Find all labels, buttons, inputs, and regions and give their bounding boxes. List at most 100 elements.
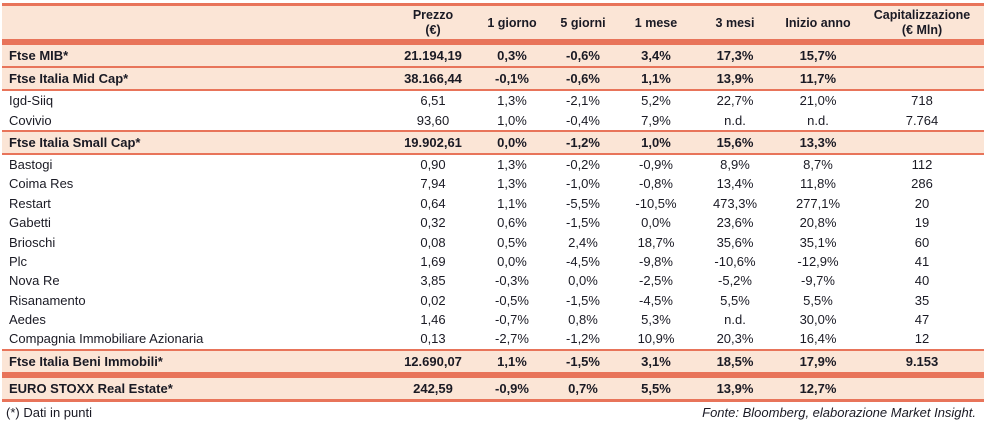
table-row: Nova Re 3,85 -0,3% 0,0% -2,5% -5,2% -9,7… — [2, 271, 984, 291]
cell-1-giorno: -2,7% — [495, 331, 529, 347]
header-capitalizzazione-unit: (€ Mln) — [901, 22, 943, 37]
table-row: Covivio 93,60 1,0% -0,4% 7,9% n.d. n.d. … — [2, 110, 984, 130]
cell-1-mese: 5,3% — [641, 312, 671, 328]
cell-1-giorno: -0,1% — [495, 71, 529, 86]
section-double-separator — [2, 371, 984, 378]
cell-5-giorni: -1,2% — [566, 134, 600, 150]
row-separator — [2, 152, 984, 155]
cell-inizio-anno: 30,0% — [799, 312, 837, 328]
table-row: Compagnia Immobiliare Azionaria 0,13 -2,… — [2, 329, 984, 349]
header-1-giorno: 1 giorno — [487, 15, 537, 30]
cell-name: Restart — [9, 195, 51, 211]
table-row: Gabetti 0,32 0,6% -1,5% 0,0% 23,6% 20,8%… — [2, 212, 984, 233]
cell-prezzo: 1,46 — [420, 312, 446, 328]
cell-1-mese: -0,8% — [639, 176, 673, 192]
points-note: (*) Dati in punti — [6, 404, 92, 420]
cell-name: Brioschi — [9, 234, 56, 250]
cell-name: Covivio — [9, 112, 52, 128]
cell-capitalizzazione: 7.764 — [905, 112, 939, 128]
cell-5-giorni: -1,0% — [566, 176, 600, 192]
cell-prezzo: 3,85 — [420, 273, 446, 289]
header-prezzo: Prezzo (€) — [390, 8, 476, 37]
cell-name: Nova Re — [9, 273, 60, 289]
cell-name: Gabetti — [9, 215, 51, 231]
cell-1-mese: -10,5% — [635, 195, 677, 211]
cell-prezzo: 7,94 — [420, 176, 446, 192]
cell-1-giorno: 0,6% — [497, 215, 527, 231]
cell-inizio-anno: 5,5% — [803, 292, 833, 308]
cell-1-mese: 1,1% — [641, 71, 671, 86]
cell-inizio-anno: 12,7% — [799, 380, 837, 396]
cell-inizio-anno: 8,7% — [803, 156, 833, 172]
cell-5-giorni: 0,8% — [568, 312, 598, 328]
cell-name: Bastogi — [9, 156, 53, 172]
cell-1-mese: 10,9% — [637, 331, 675, 347]
cell-capitalizzazione: 20 — [914, 195, 930, 211]
cell-capitalizzazione: 19 — [914, 215, 930, 231]
cell-inizio-anno: 277,1% — [795, 195, 841, 211]
cell-3-mesi: 23,6% — [716, 215, 754, 231]
cell-name: Igd-Siiq — [9, 93, 54, 109]
cell-3-mesi: n.d. — [724, 112, 746, 128]
cell-1-mese: -9,8% — [639, 253, 673, 269]
source-note: Fonte: Bloomberg, elaborazione Market In… — [702, 404, 976, 420]
cell-5-giorni: -1,2% — [566, 331, 600, 347]
cell-1-giorno: -0,5% — [495, 292, 529, 308]
table-row: Bastogi 0,90 1,3% -0,2% -0,9% 8,9% 8,7% … — [2, 154, 984, 175]
cell-5-giorni: -1,5% — [566, 292, 600, 308]
cell-inizio-anno: -12,9% — [797, 253, 839, 269]
row-separator — [2, 66, 984, 68]
cell-inizio-anno: 17,9% — [799, 353, 837, 369]
header-prezzo-label: Prezzo — [412, 8, 454, 23]
cell-inizio-anno: 16,4% — [799, 331, 837, 347]
table-footer: (*) Dati in punti Fonte: Bloomberg, elab… — [2, 402, 984, 420]
cell-1-giorno: 0,5% — [497, 234, 527, 250]
cell-3-mesi: 15,6% — [716, 134, 754, 150]
cell-5-giorni: 2,4% — [568, 234, 598, 250]
cell-capitalizzazione: 60 — [914, 234, 930, 250]
table-bottom-border — [2, 398, 984, 402]
table-row: Coima Res 7,94 1,3% -1,0% -0,8% 13,4% 11… — [2, 174, 984, 194]
cell-name: Plc — [9, 253, 28, 269]
cell-capitalizzazione: 41 — [914, 253, 930, 269]
table-row: Plc 1,69 0,0% -4,5% -9,8% -10,6% -12,9% … — [2, 251, 984, 272]
cell-prezzo: 19.902,61 — [404, 134, 462, 150]
header-capitalizzazione-label: Capitalizzazione — [873, 8, 971, 23]
cell-1-giorno: 0,0% — [497, 253, 527, 269]
cell-prezzo: 93,60 — [416, 112, 450, 128]
cell-inizio-anno: 21,0% — [799, 93, 837, 109]
cell-1-mese: -2,5% — [639, 273, 673, 289]
cell-prezzo: 0,02 — [420, 292, 446, 308]
cell-1-giorno: 1,3% — [497, 176, 527, 192]
header-1-mese: 1 mese — [634, 15, 678, 30]
indices-table: Prezzo (€) 1 giorno 5 giorni 1 mese 3 me… — [2, 3, 984, 420]
cell-name: Ftse Italia Beni Immobili* — [9, 353, 163, 369]
cell-3-mesi: 17,3% — [716, 48, 754, 63]
cell-prezzo: 0,64 — [420, 195, 446, 211]
cell-1-mese: 3,1% — [641, 353, 671, 369]
cell-prezzo: 38.166,44 — [404, 71, 462, 86]
cell-prezzo: 0,90 — [420, 156, 446, 172]
cell-1-mese: -0,9% — [639, 156, 673, 172]
cell-5-giorni: -0,4% — [566, 112, 600, 128]
cell-inizio-anno: 11,8% — [800, 176, 836, 192]
cell-name: Ftse Italia Mid Cap* — [9, 71, 129, 86]
cell-1-giorno: 0,3% — [497, 48, 527, 63]
row-separator — [2, 129, 984, 132]
cell-prezzo: 0,08 — [420, 234, 446, 250]
cell-1-mese: 0,0% — [641, 215, 671, 231]
cell-3-mesi: 13,4% — [716, 176, 754, 192]
header-inizio-anno: Inizio anno — [785, 15, 851, 30]
table-row: Restart 0,64 1,1% -5,5% -10,5% 473,3% 27… — [2, 193, 984, 213]
table-row: Ftse Italia Beni Immobili* 12.690,07 1,1… — [2, 350, 984, 372]
cell-5-giorni: -0,2% — [566, 156, 600, 172]
cell-capitalizzazione: 9.153 — [905, 353, 939, 369]
cell-capitalizzazione: 718 — [911, 93, 933, 109]
cell-capitalizzazione: 47 — [914, 312, 930, 328]
cell-prezzo: 12.690,07 — [404, 353, 462, 369]
cell-5-giorni: -0,6% — [566, 48, 600, 63]
cell-capitalizzazione: 112 — [911, 156, 933, 172]
cell-prezzo: 21.194,19 — [404, 48, 462, 63]
cell-1-giorno: 1,3% — [497, 93, 527, 109]
